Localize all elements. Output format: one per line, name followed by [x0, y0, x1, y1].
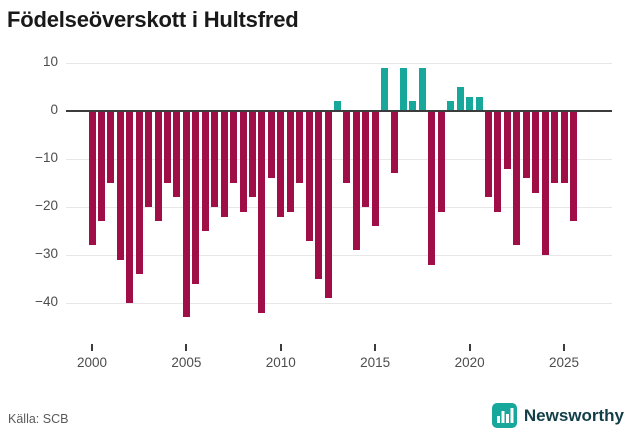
bar-2005-H2	[192, 111, 200, 284]
bar-2008-H1	[239, 111, 247, 212]
bar-2003-H2	[154, 111, 162, 222]
bar-2011-H1	[296, 111, 304, 183]
y-tick-label: −20	[35, 198, 58, 213]
x-tick-label: 2025	[548, 355, 580, 370]
bar-2001-H2	[116, 111, 124, 260]
bar-2007-H2	[230, 111, 238, 183]
bar-2024-H2	[551, 111, 559, 183]
source-note: Källa: SCB	[8, 412, 69, 426]
bar-2010-H1	[277, 111, 285, 217]
bar-2012-H2	[324, 111, 332, 299]
y-tick-label: −10	[35, 150, 58, 165]
bar-2024-H1	[541, 111, 549, 255]
x-tick-2015	[374, 344, 377, 351]
gridline-y--30	[66, 255, 612, 256]
bar-2021-H2	[494, 111, 502, 212]
bar-2022-H2	[513, 111, 521, 246]
bar-2000-H2	[97, 111, 105, 222]
bar-2013-H2	[343, 111, 351, 183]
bar-2017-H1	[409, 101, 417, 111]
bar-2008-H2	[248, 111, 256, 198]
y-tick-label: 10	[42, 54, 58, 69]
x-tick-label: 2010	[265, 355, 296, 370]
bar-2022-H1	[503, 111, 511, 169]
bar-2006-H2	[211, 111, 219, 207]
x-tick-2000	[91, 344, 93, 351]
brand-footer[interactable]: Newsworthy	[491, 403, 624, 428]
bar-2011-H2	[305, 111, 313, 241]
x-tick-label: 2020	[454, 355, 485, 370]
bar-2015-H1	[371, 111, 379, 227]
x-tick-label: 2005	[171, 355, 202, 370]
bar-2002-H1	[126, 111, 134, 303]
bar-2013-H1	[333, 101, 341, 111]
x-tick-2025	[563, 344, 565, 351]
bar-2023-H2	[532, 111, 540, 193]
gridline-y-10	[66, 63, 612, 64]
bar-2003-H1	[145, 111, 153, 207]
bar-2017-H2	[418, 67, 426, 111]
bar-2004-H2	[173, 111, 181, 198]
bar-2010-H2	[286, 111, 294, 212]
y-tick-label: 0	[50, 102, 58, 117]
y-tick-label: −40	[35, 294, 58, 309]
bar-2006-H1	[201, 111, 209, 231]
bar-2020-H2	[475, 96, 483, 111]
x-tick-2005	[185, 344, 188, 351]
bar-2014-H1	[352, 111, 360, 251]
bar-2023-H1	[522, 111, 530, 179]
bar-2015-H2	[381, 67, 389, 111]
brand-name: Newsworthy	[523, 405, 624, 425]
bar-2019-H2	[456, 87, 464, 111]
bar-2002-H2	[135, 111, 143, 275]
x-tick-2010	[279, 344, 282, 351]
bar-2012-H1	[315, 111, 323, 279]
bar-2001-H1	[107, 111, 115, 183]
gridline-y--40	[66, 303, 612, 304]
bar-2018-H2	[437, 111, 445, 212]
bar-2007-H1	[220, 111, 228, 217]
x-tick-2020	[468, 344, 471, 351]
bar-2004-H1	[164, 111, 172, 183]
bar-2014-H2	[362, 111, 370, 207]
x-tick-label: 2015	[360, 355, 391, 370]
y-tick-label: −30	[35, 246, 58, 261]
bar-2009-H1	[258, 111, 266, 313]
bar-2020-H1	[466, 96, 474, 111]
bar-2021-H1	[484, 111, 492, 198]
bar-2025-H2	[569, 111, 577, 222]
x-axis-zero-line	[66, 110, 612, 112]
bar-2016-H1	[390, 111, 398, 174]
bar-2016-H2	[400, 67, 408, 111]
bar-2009-H2	[267, 111, 275, 179]
page-title: Födelseöverskott i Hultsfred	[7, 7, 299, 32]
x-tick-label: 2000	[76, 355, 108, 370]
bar-2005-H1	[182, 111, 190, 318]
bar-2018-H1	[428, 111, 436, 265]
gridline-y--10	[66, 159, 612, 160]
bar-2025-H1	[560, 111, 568, 183]
gridline-y--20	[66, 207, 612, 208]
newsworthy-logo-icon	[491, 403, 517, 428]
bar-2000-H1	[88, 111, 96, 246]
bar-2019-H1	[447, 101, 455, 111]
